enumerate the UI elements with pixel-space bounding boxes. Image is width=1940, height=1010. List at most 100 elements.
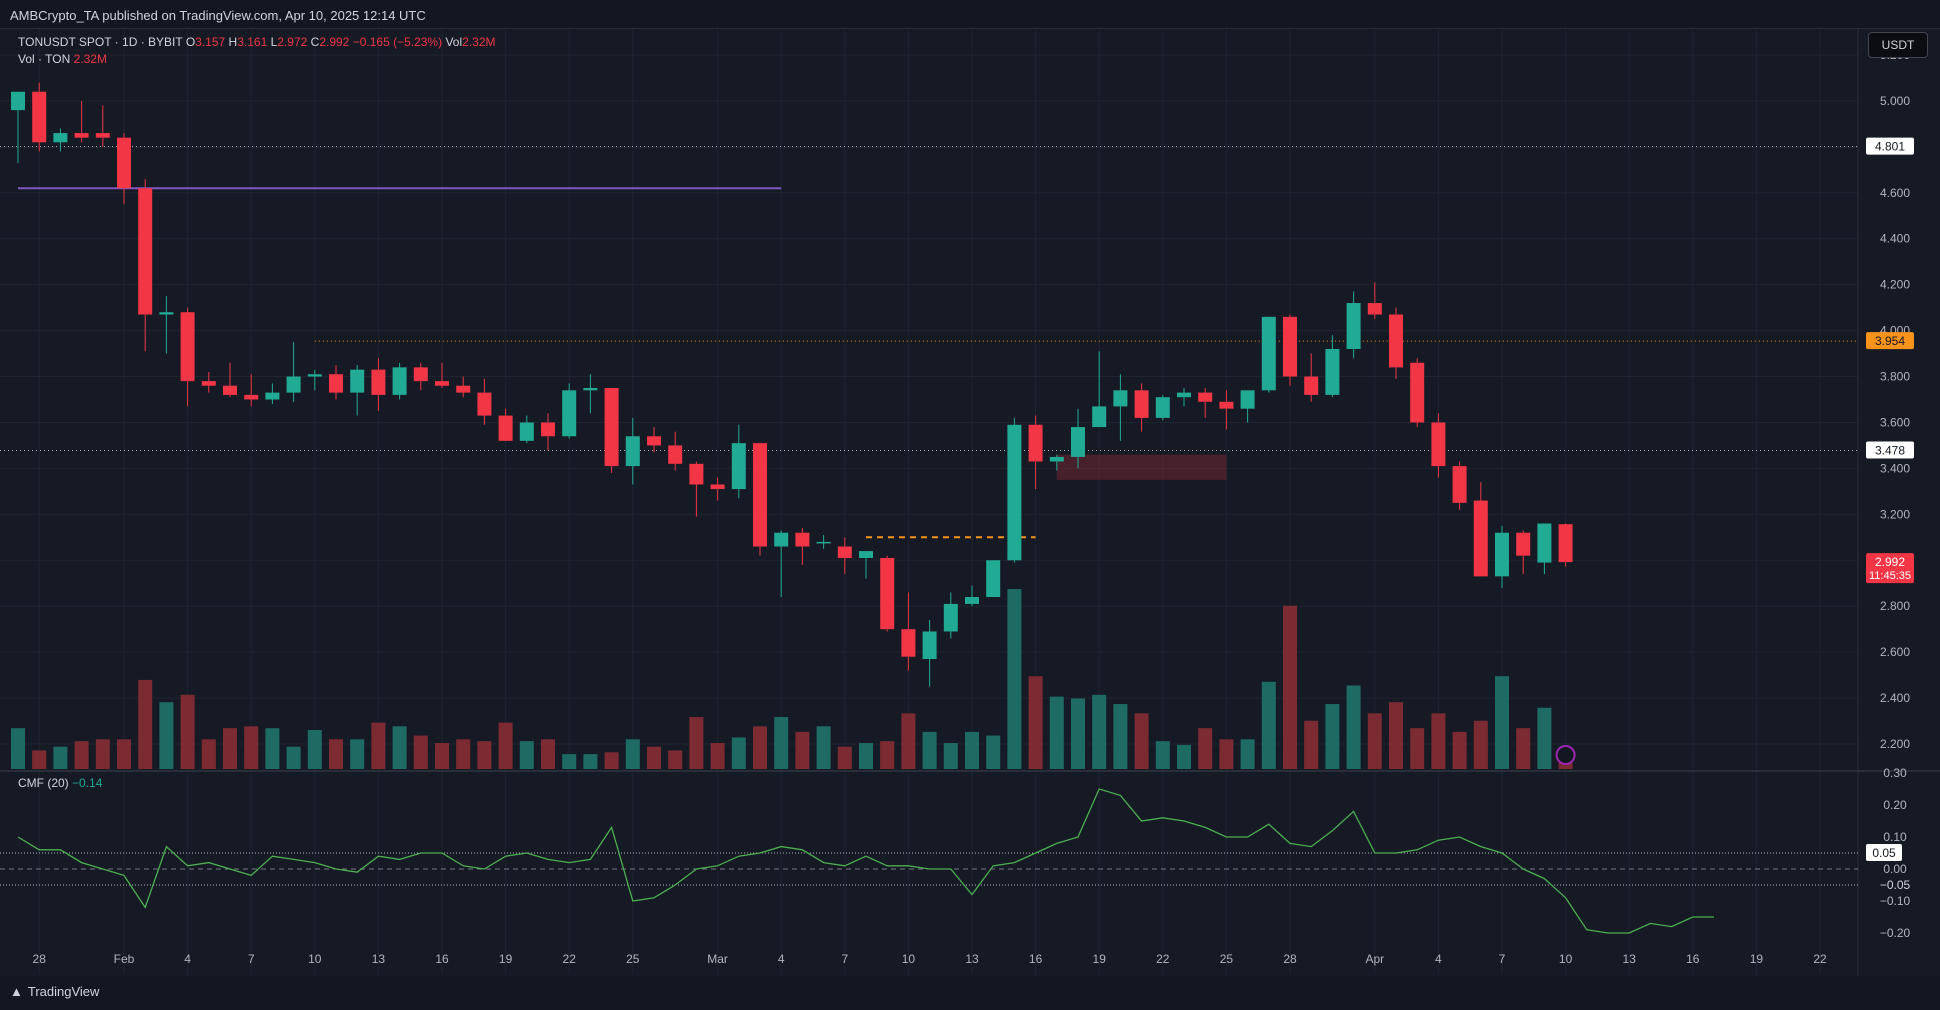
- volume-bar: [731, 737, 746, 769]
- time-tick-label: 28: [33, 952, 47, 966]
- volume-bar: [710, 743, 725, 769]
- price-tick-label: 2.800: [1880, 599, 1910, 613]
- volume-bar: [774, 717, 789, 769]
- low-value: 2.972: [277, 35, 308, 49]
- volume-bar: [1261, 681, 1276, 769]
- change-value: −0.165 (−5.23%): [352, 35, 443, 49]
- candle-body: [1558, 524, 1573, 563]
- volume-bar: [859, 743, 873, 769]
- candle-body: [731, 443, 746, 490]
- candle-body: [922, 631, 937, 660]
- cmf-level-badge-label: 0.05: [1872, 846, 1896, 860]
- volume-bar: [965, 731, 979, 769]
- candle-body: [1092, 406, 1107, 428]
- volume-bar: [244, 726, 259, 769]
- candle-body: [1134, 390, 1149, 418]
- cmf-tick-label: 0.00: [1883, 862, 1907, 876]
- time-tick-label: 4: [1435, 952, 1442, 966]
- cmf-value: −0.14: [72, 776, 103, 790]
- volume-bar: [138, 679, 153, 769]
- volume-bar: [943, 743, 958, 769]
- cmf-tick-label: 0.10: [1883, 830, 1907, 844]
- volume-bar: [392, 726, 407, 769]
- time-tick-label: 13: [372, 952, 386, 966]
- currency-button[interactable]: USDT: [1868, 32, 1928, 58]
- volume-bar: [159, 702, 174, 769]
- candle-body: [1113, 390, 1128, 407]
- top-bar: AMBCrypto_TA published on TradingView.co…: [0, 0, 1940, 28]
- time-tick-label: 16: [1686, 952, 1700, 966]
- chart-svg[interactable]: 5.2005.0004.8004.6004.4004.2004.0003.800…: [0, 29, 1940, 977]
- candle-body: [710, 484, 725, 490]
- time-tick-label: 22: [1156, 952, 1170, 966]
- volume-bar: [1049, 696, 1064, 769]
- candle-body: [138, 188, 153, 315]
- candle-body: [413, 367, 428, 382]
- cmf-label[interactable]: CMF (20): [18, 776, 69, 790]
- volume-bar: [1134, 713, 1149, 769]
- candle-body: [435, 381, 449, 386]
- candle-body: [519, 422, 534, 441]
- volume-bar: [837, 746, 852, 769]
- price-tick-label: 4.200: [1880, 278, 1910, 292]
- candle-body: [159, 312, 174, 315]
- price-tick-label: 3.600: [1880, 415, 1910, 429]
- volume-bar: [74, 741, 89, 769]
- candle-body: [350, 369, 365, 393]
- candle-body: [1304, 376, 1319, 395]
- time-tick-label: 10: [1559, 952, 1573, 966]
- cmf-tick-label: −0.20: [1880, 926, 1911, 940]
- tradingview-logo[interactable]: ▲ TradingView: [10, 984, 99, 999]
- candle-body: [477, 392, 492, 416]
- candle-body: [689, 463, 704, 485]
- volume-bar: [1198, 728, 1213, 769]
- cmf-level-badge: [1866, 844, 1902, 861]
- volume-bar: [1113, 704, 1128, 769]
- volume-bar: [986, 735, 1001, 769]
- time-tick-label: 13: [965, 952, 979, 966]
- volume-bar: [201, 739, 216, 769]
- volume-bar: [1389, 702, 1403, 769]
- volume-bar: [1495, 676, 1509, 769]
- volume-bar: [880, 741, 895, 769]
- price-tick-label: 4.400: [1880, 232, 1910, 246]
- volume-bar: [265, 728, 280, 769]
- time-tick-label: 22: [1813, 952, 1827, 966]
- volume-bar: [1219, 739, 1234, 769]
- tradingview-logo-icon: ▲: [10, 984, 23, 999]
- candle-body: [901, 629, 916, 657]
- volume-bar: [223, 728, 237, 769]
- time-tick-label: Mar: [707, 952, 728, 966]
- candle-body: [1028, 424, 1043, 462]
- volume-bar: [816, 726, 831, 769]
- volume-bar: [498, 722, 513, 769]
- time-tick-label: 25: [626, 952, 640, 966]
- candle-body: [774, 532, 789, 547]
- volume-bar: [350, 739, 365, 769]
- volume-bar: [625, 739, 640, 769]
- volume-bar: [1007, 589, 1022, 769]
- close-value: 2.992: [319, 35, 350, 49]
- candle-body: [1346, 303, 1361, 349]
- volume-indicator-label[interactable]: Vol · TON: [18, 52, 71, 66]
- volume-bar: [180, 694, 195, 769]
- candle-body: [95, 133, 110, 138]
- candle-body: [244, 394, 259, 400]
- volume-bar: [95, 739, 110, 769]
- price-tick-label: 3.800: [1880, 370, 1910, 384]
- tradingview-logo-text: TradingView: [27, 984, 100, 999]
- chart-frame[interactable]: 5.2005.0004.8004.6004.4004.2004.0003.800…: [0, 28, 1940, 977]
- volume-bar: [1537, 707, 1552, 769]
- symbol-label[interactable]: TONUSDT SPOT · 1D · BYBIT: [18, 35, 183, 49]
- vol-label: Vol: [445, 35, 463, 49]
- price-badge-label: 3.954: [1875, 334, 1905, 348]
- price-tick-label: 2.400: [1880, 691, 1910, 705]
- volume-bar: [1092, 694, 1107, 769]
- volume-bar: [541, 739, 555, 769]
- candle-body: [201, 381, 216, 386]
- volume-bar: [32, 750, 47, 769]
- cmf-tick-label: 0.20: [1883, 798, 1907, 812]
- cmf-line: [17, 788, 1714, 934]
- bottom-bar: [0, 976, 1940, 1010]
- price-tick-label: 2.600: [1880, 645, 1910, 659]
